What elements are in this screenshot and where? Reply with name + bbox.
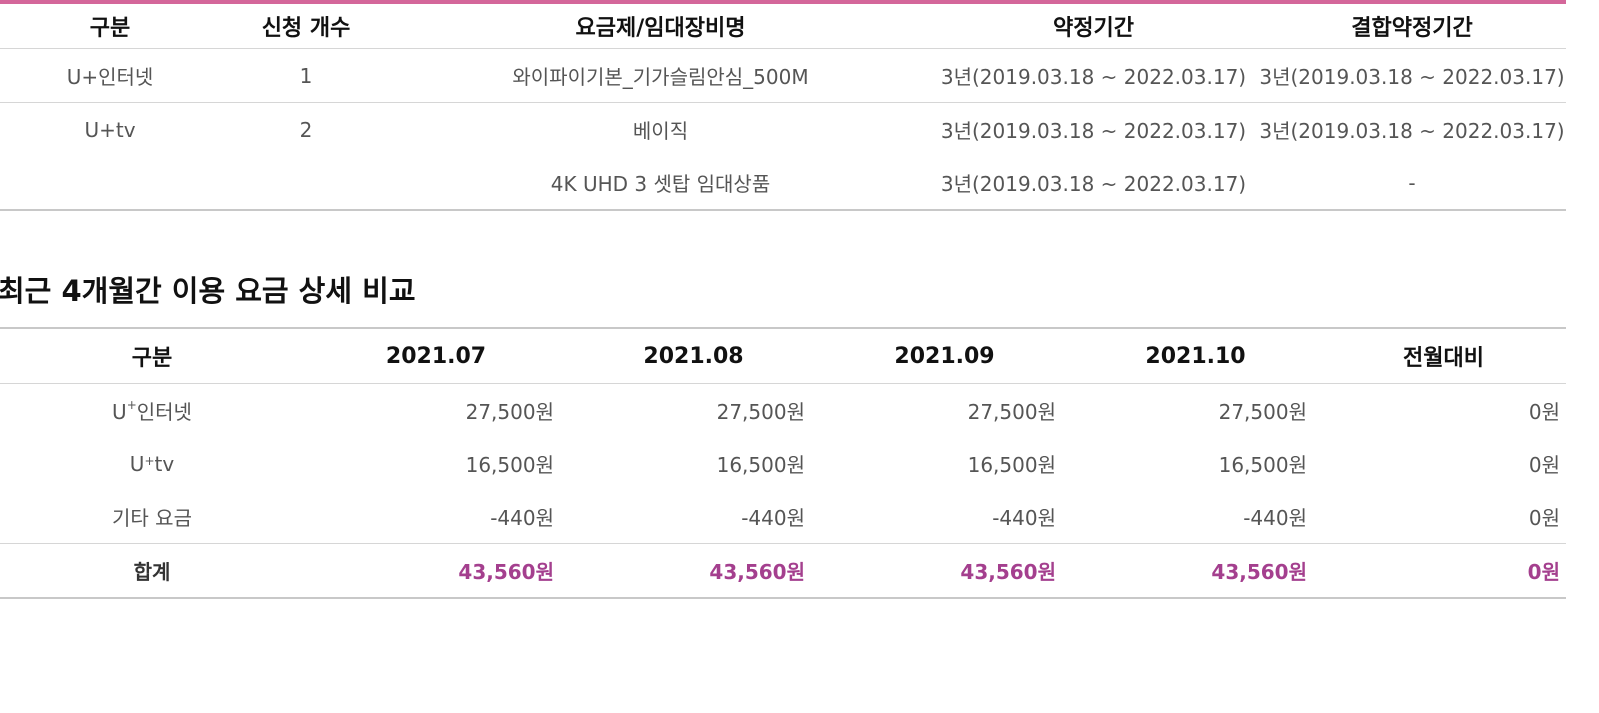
total-amount-cell: 43,560원 [819, 543, 1070, 599]
header-plan-name: 요금제/임대장비명 [392, 4, 929, 49]
total-amount-cell: 43,560원 [1070, 543, 1321, 599]
plan-cell: 와이파이기본_기가슬림안심_500M [392, 48, 929, 103]
label-prefix: U [112, 400, 127, 424]
table-row: U+인터넷 1 와이파이기본_기가슬림안심_500M 3년(2019.03.18… [0, 48, 1566, 103]
header-month-over-month: 전월대비 [1321, 328, 1566, 384]
compare-table-header-row: 구분 2021.07 2021.08 2021.09 2021.10 전월대비 [0, 328, 1566, 384]
amount-cell: -440원 [568, 490, 819, 544]
table-row: U+tv 2 베이직 3년(2019.03.18 ~ 2022.03.17) 3… [0, 103, 1566, 157]
category-cell: U+tv [84, 117, 136, 142]
plan-summary-table: 구분 신청 개수 요금제/임대장비명 약정기간 결합약정기간 U+인터넷 1 와… [0, 4, 1566, 211]
top-accent-bar [0, 0, 1566, 4]
amount-cell: -440원 [304, 490, 568, 544]
plan-cell: 4K UHD 3 셋탑 임대상품 [392, 156, 929, 211]
count-cell [220, 156, 392, 211]
header-month-3: 2021.09 [819, 328, 1070, 384]
total-amount-cell: 43,560원 [304, 543, 568, 599]
row-label: U+tv [0, 437, 304, 490]
header-month-1: 2021.07 [304, 328, 568, 384]
header-bundle-contract-period: 결합약정기간 [1258, 4, 1566, 49]
header-category: 구분 [0, 4, 220, 49]
total-amount-cell: 43,560원 [568, 543, 819, 599]
plan-table-header-row: 구분 신청 개수 요금제/임대장비명 약정기간 결합약정기간 [0, 4, 1566, 49]
amount-cell: 16,500원 [465, 453, 554, 477]
amount-cell: 27,500원 [465, 400, 554, 424]
diff-cell: 0원 [1321, 490, 1566, 544]
bundle-contract-cell: 3년(2019.03.18 ~ 2022.03.17) [1259, 119, 1565, 143]
count-cell: 1 [220, 48, 392, 103]
category-cell: U+인터넷 [0, 48, 220, 103]
contract-cell: 3년(2019.03.18 ~ 2022.03.17) [940, 119, 1247, 143]
amount-cell: 16,500원 [716, 453, 805, 477]
header-month-2: 2021.08 [568, 328, 819, 384]
diff-cell: 0원 [1528, 400, 1560, 424]
header-count: 신청 개수 [220, 4, 392, 49]
total-label: 합계 [0, 543, 304, 599]
amount-cell: 16,500원 [967, 453, 1056, 477]
header-contract-period: 약정기간 [929, 4, 1258, 49]
row-label: 기타 요금 [0, 490, 304, 544]
plus-superscript: + [144, 453, 155, 468]
amount-cell: 27,500원 [716, 400, 805, 424]
total-row: 합계 43,560원 43,560원 43,560원 43,560원 0원 [0, 543, 1566, 599]
diff-cell: 0원 [1528, 453, 1560, 477]
table-row: U+tv 16,500원 16,500원 16,500원 16,500원 0원 [0, 437, 1566, 490]
plus-superscript: + [126, 398, 137, 412]
header-month-4: 2021.10 [1070, 328, 1321, 384]
bundle-contract-cell: 3년(2019.03.18 ~ 2022.03.17) [1258, 48, 1566, 103]
total-diff-cell: 0원 [1321, 543, 1566, 599]
label-suffix: tv [154, 451, 175, 476]
label-suffix: 인터넷 [136, 400, 192, 424]
table-row: 기타 요금 -440원 -440원 -440원 -440원 0원 [0, 490, 1566, 544]
plan-cell: 베이직 [632, 119, 689, 143]
contract-cell: 3년(2019.03.18 ~ 2022.03.17) [929, 48, 1258, 103]
count-cell: 2 [299, 117, 313, 142]
label-prefix: U [129, 451, 145, 476]
section-title: 최근 4개월간 이용 요금 상세 비교 [0, 274, 416, 308]
contract-cell: 3년(2019.03.18 ~ 2022.03.17) [929, 156, 1258, 211]
header-category: 구분 [0, 328, 304, 384]
table-row: 4K UHD 3 셋탑 임대상품 3년(2019.03.18 ~ 2022.03… [0, 156, 1566, 211]
amount-cell: 27,500원 [1218, 400, 1307, 424]
amount-cell: 27,500원 [967, 400, 1056, 424]
fee-comparison-table: 구분 2021.07 2021.08 2021.09 2021.10 전월대비 … [0, 327, 1566, 599]
bundle-contract-cell: - [1258, 156, 1566, 211]
amount-cell: -440원 [819, 490, 1070, 544]
amount-cell: 16,500원 [1218, 453, 1307, 477]
table-row: U+인터넷 27,500원 27,500원 27,500원 27,500원 0원 [0, 384, 1566, 438]
row-label: U+인터넷 [0, 384, 304, 438]
amount-cell: -440원 [1070, 490, 1321, 544]
category-cell [0, 156, 220, 211]
